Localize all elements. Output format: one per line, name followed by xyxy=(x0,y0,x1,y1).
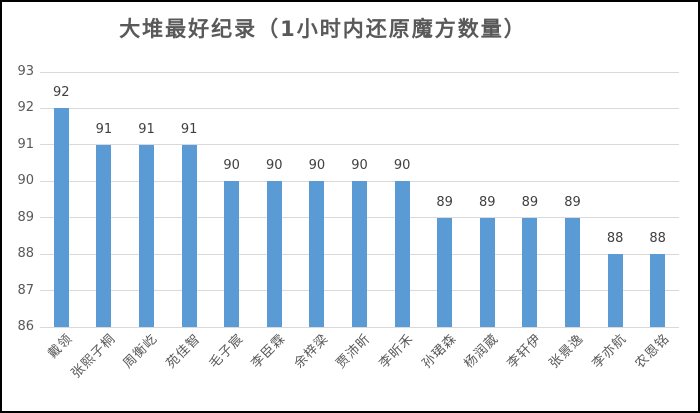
bar-value-label: 90 xyxy=(308,158,326,174)
y-tick-label: 90 xyxy=(17,173,34,189)
x-category-label: 杨润葳 xyxy=(461,331,503,372)
bar-value-label: 88 xyxy=(649,231,666,247)
bar-value-label: 91 xyxy=(138,121,155,137)
x-category-label: 李轩伊 xyxy=(504,331,545,372)
y-tick-label: 88 xyxy=(17,246,34,262)
x-category-label: 戴领 xyxy=(45,331,77,362)
plot-area: 92 91 91 91 90 90 90 90 90 89 89 89 89 88 88 xyxy=(40,71,679,328)
bar xyxy=(266,181,282,327)
bar xyxy=(309,181,325,327)
gridline xyxy=(40,180,679,182)
bar xyxy=(96,144,112,327)
x-category-label: 张熙子桐 xyxy=(68,331,119,382)
bar-value-label: 90 xyxy=(393,158,411,174)
bar xyxy=(479,217,495,327)
bar-value-label: 89 xyxy=(521,194,539,210)
gridline xyxy=(40,107,679,109)
bar xyxy=(394,181,410,327)
x-category-label: 李亦航 xyxy=(589,331,631,372)
x-axis: 戴领 张熙子桐 周衡屹 苑佳智 毛子宸 李臣霖 余梓梁 贾沛昕 李昕禾 孙珺森 杨润葳 李轩伊 张景逸李… xyxy=(40,331,679,411)
x-category-label: 余梓梁 xyxy=(291,331,332,372)
bar-value-label: 90 xyxy=(266,158,283,174)
bar xyxy=(650,254,666,327)
x-category-label: 张景逸 xyxy=(547,331,588,372)
y-tick-label: 91 xyxy=(17,136,34,152)
x-category-label: 孙珺森 xyxy=(419,331,460,372)
bar-value-label: 91 xyxy=(180,121,198,137)
bar-value-label: 91 xyxy=(95,121,113,137)
bar xyxy=(565,217,580,327)
bar-value-label: 90 xyxy=(351,158,368,174)
y-tick-label: 89 xyxy=(17,209,34,225)
y-tick-label: 93 xyxy=(17,64,34,79)
bar-value-label: 89 xyxy=(479,194,496,210)
bar-value-label: 90 xyxy=(223,158,240,174)
gridline xyxy=(40,326,679,328)
x-category-label: 毛子宸 xyxy=(206,331,247,372)
bar xyxy=(53,108,69,327)
bar-value-label: 89 xyxy=(436,194,453,210)
bar-value-label: 89 xyxy=(564,194,581,210)
bar-value-label: 88 xyxy=(606,231,624,247)
bar xyxy=(224,181,240,327)
chart-title: 大堆最好纪录（1小时内还原魔方数量） xyxy=(119,17,527,41)
bar-value-label: 92 xyxy=(53,85,70,101)
y-tick-label: 86 xyxy=(17,319,34,334)
bar xyxy=(522,217,538,327)
bar xyxy=(181,144,197,327)
x-category-label: 贾沛昕 xyxy=(334,331,375,372)
bar xyxy=(437,217,453,327)
gridline xyxy=(40,71,679,73)
x-category-label: 农恩铭 xyxy=(632,331,673,372)
bar xyxy=(352,181,367,327)
bar xyxy=(139,144,154,327)
x-category-label: 李臣霖 xyxy=(248,331,290,372)
gridline xyxy=(40,144,679,146)
x-category-label: 李昕禾 xyxy=(376,331,418,372)
y-tick-label: 92 xyxy=(17,100,34,116)
y-axis: 86 87 88 89 90 91 92 93 xyxy=(2,64,34,334)
y-tick-label: 87 xyxy=(17,282,34,298)
x-category-label: 周衡屹 xyxy=(121,331,162,372)
x-category-label: 苑佳智 xyxy=(163,331,205,372)
bar xyxy=(607,254,623,327)
